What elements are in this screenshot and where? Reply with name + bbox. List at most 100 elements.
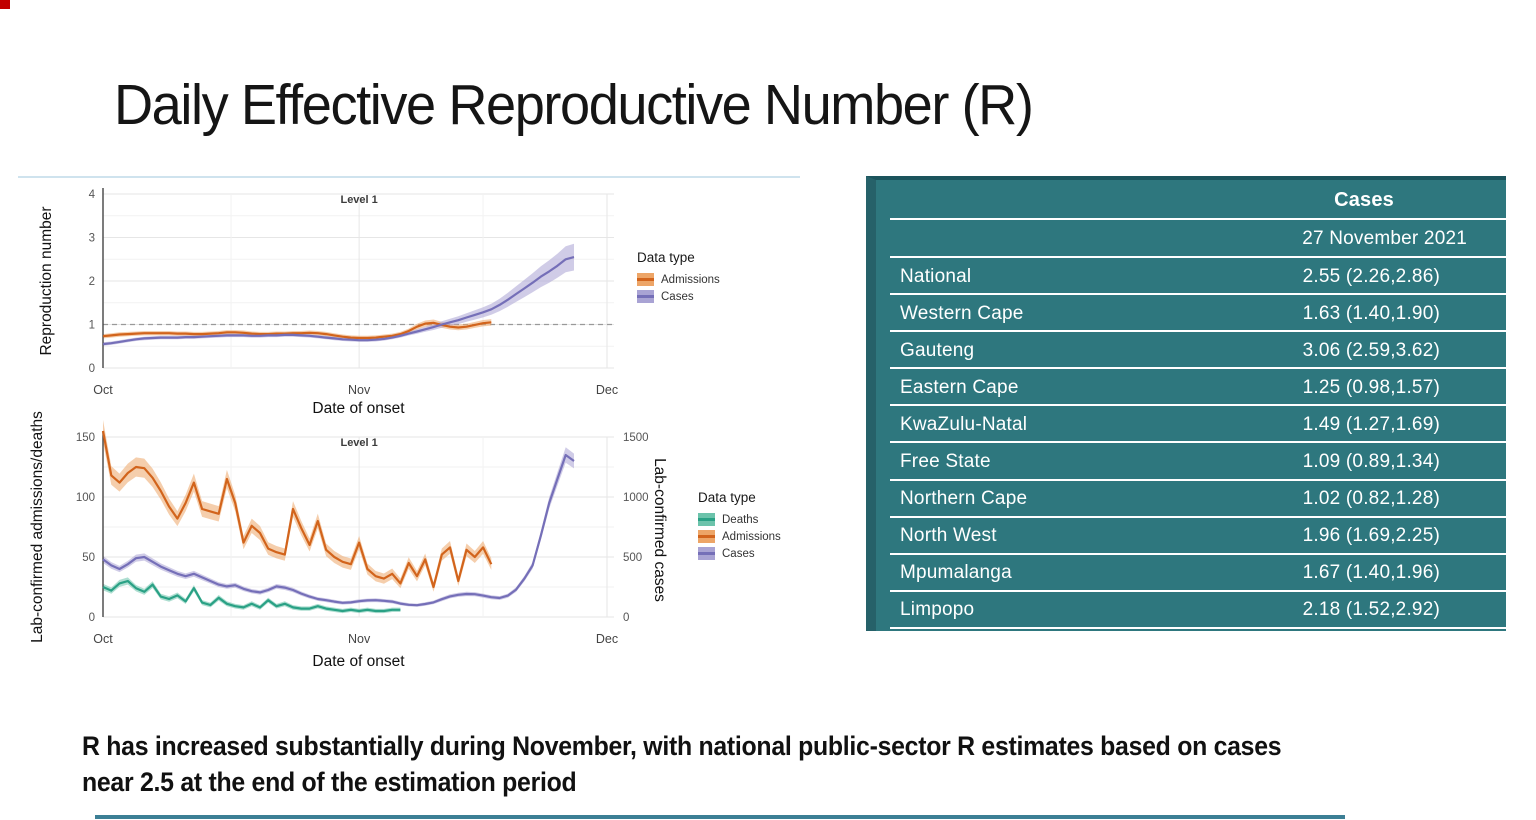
y-tick-label-right: 500 (623, 552, 642, 564)
table-row: Free State 1.09 (0.89,1.34) (876, 443, 1506, 481)
y-tick-label: 4 (89, 189, 96, 201)
r-estimate-value: 3.06 (2.59,3.62) (1302, 339, 1440, 361)
cases-swatch-icon (698, 547, 715, 560)
table-row: North West 1.96 (1.69,2.25) (876, 518, 1506, 555)
r-estimate-value: 2.18 (1.52,2.92) (1302, 599, 1440, 621)
footnote: R has increased substantially during Nov… (82, 728, 1282, 800)
region-label: Gauteng (900, 339, 975, 361)
y-tick-label: 3 (89, 233, 95, 245)
region-label: Mpumalanga (900, 562, 1012, 584)
r-estimate-value: 1.25 (0.98,1.57) (1302, 376, 1440, 398)
legend-title: Data type (637, 250, 695, 265)
admissions-swatch-icon (637, 273, 654, 286)
y-tick-label-right: 1500 (623, 432, 649, 444)
y-tick-label: 100 (76, 492, 95, 504)
r-estimate-value: 1.67 (1.40,1.96) (1302, 562, 1440, 584)
admissions-swatch-icon (698, 530, 715, 543)
x-tick-label: Dec (596, 632, 618, 646)
table-header: Cases (1334, 188, 1394, 211)
x-tick-label: Nov (348, 632, 371, 646)
x-tick-label: Dec (596, 383, 618, 397)
region-label: Limpopo (900, 599, 975, 621)
cases-table-rows: National 2.55 (2.26,2.86) Western Cape 1.63… (876, 258, 1506, 630)
bottom-rule (95, 815, 1345, 819)
table-row: Eastern Cape 1.25 (0.98,1.57) (876, 369, 1506, 407)
table-row: Western Cape 1.63 (1.40,1.90) (876, 295, 1506, 333)
x-axis-label: Date of onset (312, 400, 405, 417)
legend-item-deaths: Deaths (698, 513, 781, 526)
cases-line (102, 453, 575, 607)
x-tick-label: Oct (93, 632, 113, 646)
region-label: KwaZulu-Natal (900, 413, 1028, 435)
panel-annotation: Level 1 (340, 194, 377, 206)
legend-item-cases: Cases (637, 290, 720, 303)
legend-label: Cases (722, 547, 755, 560)
footnote-line: near 2.5 at the end of the estimation pe… (82, 767, 577, 797)
lab-confirmed-chart: 0 50 100 150 0 500 1000 1500 Oct Nov Dec Level 1 La… (18, 411, 800, 680)
table-date-row: 27 November 2021 (876, 220, 1506, 258)
deaths-ci-band (103, 577, 401, 614)
region-label: Western Cape (900, 302, 1024, 324)
y-tick-label: 0 (89, 612, 95, 624)
cases-table: Cases 27 November 2021 National 2.55 (2.2… (866, 176, 1506, 631)
legend-label: Cases (661, 290, 694, 303)
legend: Data type Admissions Cases (637, 250, 720, 307)
y-axis-label: Reproduction number (38, 206, 55, 356)
page-title: Daily Effective Reproductive Number (R) (114, 73, 1034, 138)
y-tick-label: 150 (76, 432, 95, 444)
y-tick-label: 50 (82, 552, 95, 564)
y-tick-label: 1 (89, 320, 95, 332)
legend-item-cases: Cases (698, 547, 781, 560)
x-axis-label: Date of onset (312, 653, 405, 670)
reproduction-number-plot: 0 1 2 3 4 Oct Nov Dec Level 1 (89, 188, 618, 397)
r-estimate-value: 1.96 (1.69,2.25) (1302, 525, 1440, 547)
table-date: 27 November 2021 (1302, 228, 1467, 249)
table-header-row: Cases (876, 180, 1506, 220)
table-row: Gauteng 3.06 (2.59,3.62) (876, 332, 1506, 370)
panel-annotation: Level 1 (340, 437, 377, 449)
region-label: Northern Cape (900, 488, 1028, 510)
y-axis-label-left: Lab-confirmed admissions/deaths (29, 411, 46, 643)
r-estimate-value: 1.49 (1.27,1.69) (1302, 413, 1440, 435)
table-row: Limpopo 2.18 (1.52,2.92) (876, 592, 1506, 630)
r-estimate-value: 1.09 (0.89,1.34) (1302, 451, 1440, 473)
y-tick-label-right: 1000 (623, 492, 649, 504)
r-estimate-value: 2.55 (2.26,2.86) (1302, 265, 1440, 287)
x-tick-label: Nov (348, 383, 371, 397)
corner-mark (0, 0, 10, 9)
r-estimate-value: 1.63 (1.40,1.90) (1302, 302, 1440, 324)
legend: Data type Deaths Admissions Cases (698, 490, 781, 564)
region-label: Free State (900, 451, 991, 473)
y-axis-label-right: Lab-confirmed cases (651, 458, 668, 602)
table-row: KwaZulu-Natal 1.49 (1.27,1.69) (876, 406, 1506, 444)
legend-label: Admissions (661, 273, 720, 286)
cases-line (102, 256, 575, 346)
deaths-line (102, 579, 401, 613)
cases-swatch-icon (637, 290, 654, 303)
figure-top-divider (18, 176, 800, 178)
r-estimate-value: 1.02 (0.82,1.28) (1302, 488, 1440, 510)
x-tick-label: Oct (93, 383, 113, 397)
table-row: Mpumalanga 1.67 (1.40,1.96) (876, 555, 1506, 592)
admissions-line (101, 430, 493, 589)
footnote-line: R has increased substantially during Nov… (82, 731, 1282, 761)
legend-label: Admissions (722, 530, 781, 543)
admissions-line (102, 321, 492, 340)
legend-title: Data type (698, 490, 756, 505)
legend-item-admissions: Admissions (698, 530, 781, 543)
y-tick-label-right: 0 (623, 612, 629, 624)
legend-label: Deaths (722, 513, 759, 526)
region-label: North West (900, 525, 997, 547)
deaths-swatch-icon (698, 513, 715, 526)
reproduction-number-chart: 0 1 2 3 4 Oct Nov Dec Level 1 Reproduction numbe… (18, 178, 800, 425)
region-label: National (900, 265, 972, 287)
legend-item-admissions: Admissions (637, 273, 720, 286)
y-tick-label: 0 (89, 363, 95, 375)
y-tick-label: 2 (89, 276, 95, 288)
table-row: National 2.55 (2.26,2.86) (876, 258, 1506, 296)
region-label: Eastern Cape (900, 376, 1019, 398)
admissions-ci-band (103, 420, 492, 592)
table-row: Northern Cape 1.02 (0.82,1.28) (876, 481, 1506, 518)
